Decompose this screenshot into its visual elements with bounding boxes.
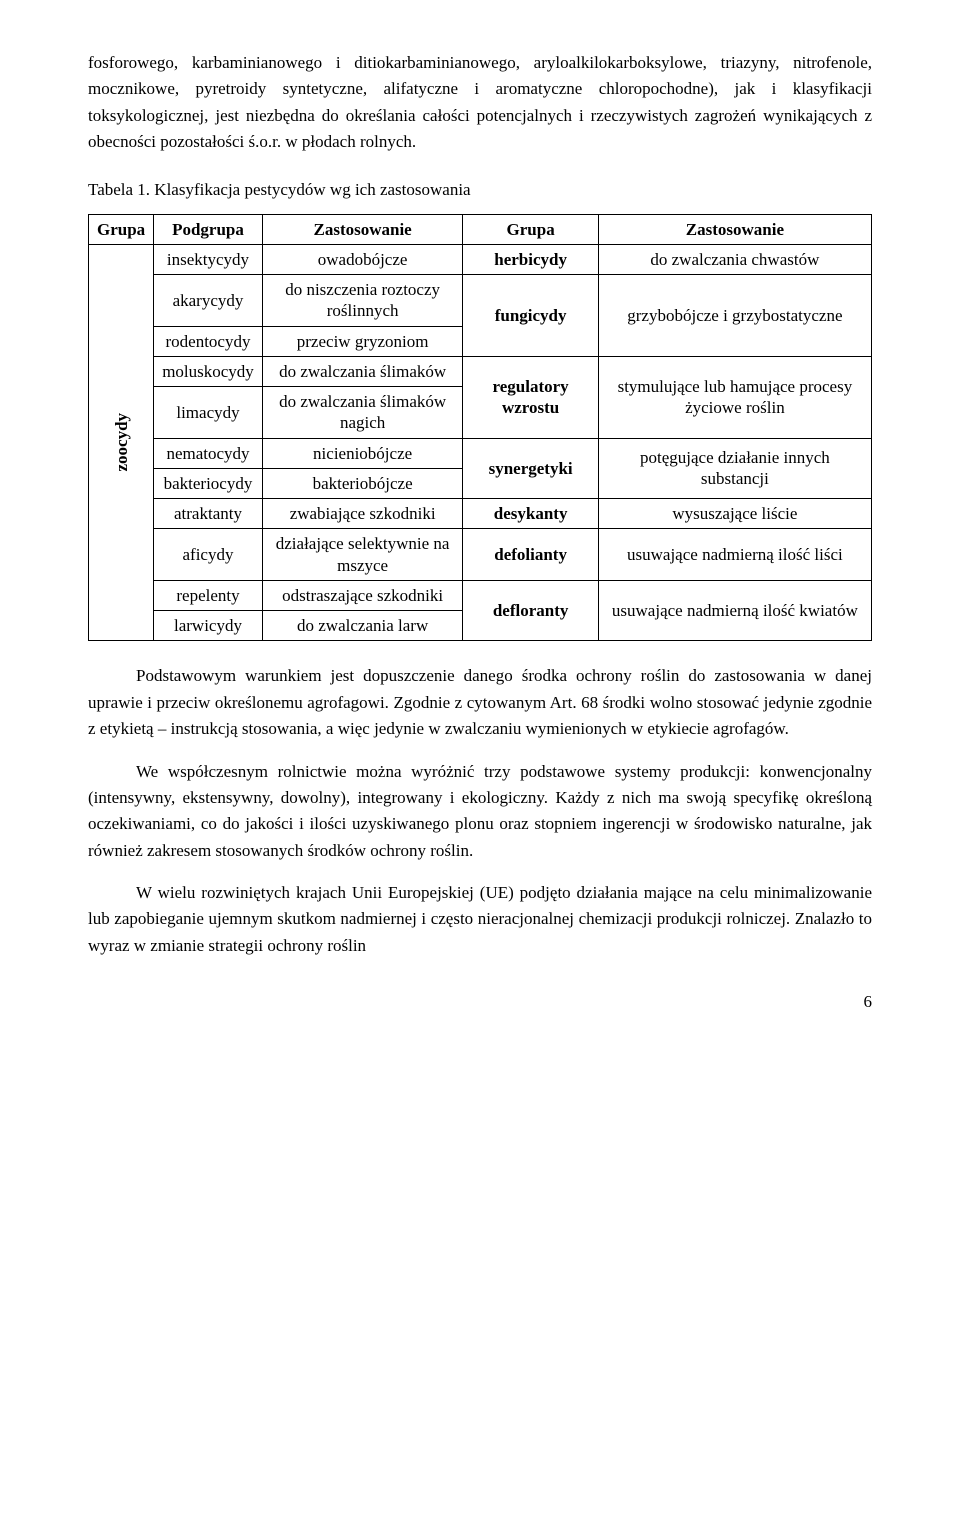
table-caption: Tabela 1. Klasyfikacja pestycydów wg ich… [88, 177, 872, 203]
cell-zast: działające selektywnie na mszyce [262, 529, 463, 581]
cell-zast: do zwalczania ślimaków nagich [262, 387, 463, 439]
paragraph-intro: fosforowego, karbaminianowego i ditiokar… [88, 50, 872, 155]
cell-rowlabel: zoocydy [89, 244, 154, 641]
cell-zast2: usuwające nadmierną ilość kwiatów [598, 580, 871, 641]
cell-zast: do niszczenia roztoczy roślinnych [262, 275, 463, 327]
cell-zast: zwabiające szkodniki [262, 499, 463, 529]
cell-podgrupa: bakteriocydy [154, 468, 263, 498]
table-row: nematocydy nicieniobójcze synergetyki po… [89, 438, 872, 468]
cell-zast2: usuwające nadmierną ilość liści [598, 529, 871, 581]
table-row: atraktanty zwabiające szkodniki desykant… [89, 499, 872, 529]
cell-podgrupa: limacydy [154, 387, 263, 439]
cell-zast2: stymulujące lub hamujące procesy życiowe… [598, 356, 871, 438]
cell-zast: przeciw gryzoniom [262, 326, 463, 356]
cell-zast: do zwalczania ślimaków [262, 356, 463, 386]
table-row: aficydy działające selektywnie na mszyce… [89, 529, 872, 581]
cell-podgrupa: akarycydy [154, 275, 263, 327]
cell-zast: odstraszające szkodniki [262, 580, 463, 610]
cell-podgrupa: atraktanty [154, 499, 263, 529]
th-grupa2: Grupa [463, 214, 598, 244]
cell-zast2: grzybobójcze i grzybostatyczne [598, 275, 871, 357]
cell-grupa: herbicydy [463, 244, 598, 274]
cell-zast: owadobójcze [262, 244, 463, 274]
paragraph-3: We współczesnym rolnictwie można wyróżni… [88, 759, 872, 864]
pesticide-table: Grupa Podgrupa Zastosowanie Grupa Zastos… [88, 214, 872, 642]
page-number: 6 [88, 989, 872, 1015]
table-row: moluskocydy do zwalczania ślimaków regul… [89, 356, 872, 386]
cell-zast: bakteriobójcze [262, 468, 463, 498]
cell-podgrupa: larwicydy [154, 611, 263, 641]
table-row: repelenty odstraszające szkodniki deflor… [89, 580, 872, 610]
th-zast2: Zastosowanie [598, 214, 871, 244]
table-row: zoocydy insektycydy owadobójcze herbicyd… [89, 244, 872, 274]
cell-podgrupa: nematocydy [154, 438, 263, 468]
cell-podgrupa: rodentocydy [154, 326, 263, 356]
th-podgrupa: Podgrupa [154, 214, 263, 244]
table-header-row: Grupa Podgrupa Zastosowanie Grupa Zastos… [89, 214, 872, 244]
cell-zast: nicieniobójcze [262, 438, 463, 468]
cell-grupa: defolianty [463, 529, 598, 581]
cell-grupa: desykanty [463, 499, 598, 529]
cell-zast2: potęgujące działanie innych substancji [598, 438, 871, 499]
th-zast1: Zastosowanie [262, 214, 463, 244]
cell-grupa: fungicydy [463, 275, 598, 357]
cell-podgrupa: moluskocydy [154, 356, 263, 386]
cell-zast2: do zwalczania chwastów [598, 244, 871, 274]
paragraph-4: W wielu rozwiniętych krajach Unii Europe… [88, 880, 872, 959]
cell-podgrupa: repelenty [154, 580, 263, 610]
cell-grupa: regulatory wzrostu [463, 356, 598, 438]
cell-zast: do zwalczania larw [262, 611, 463, 641]
th-grupa: Grupa [89, 214, 154, 244]
cell-grupa: defloranty [463, 580, 598, 641]
cell-zast2: wysuszające liście [598, 499, 871, 529]
cell-grupa: synergetyki [463, 438, 598, 499]
paragraph-2: Podstawowym warunkiem jest dopuszczenie … [88, 663, 872, 742]
cell-podgrupa: insektycydy [154, 244, 263, 274]
table-row: akarycydy do niszczenia roztoczy roślinn… [89, 275, 872, 327]
cell-podgrupa: aficydy [154, 529, 263, 581]
page: fosforowego, karbaminianowego i ditiokar… [0, 0, 960, 1055]
